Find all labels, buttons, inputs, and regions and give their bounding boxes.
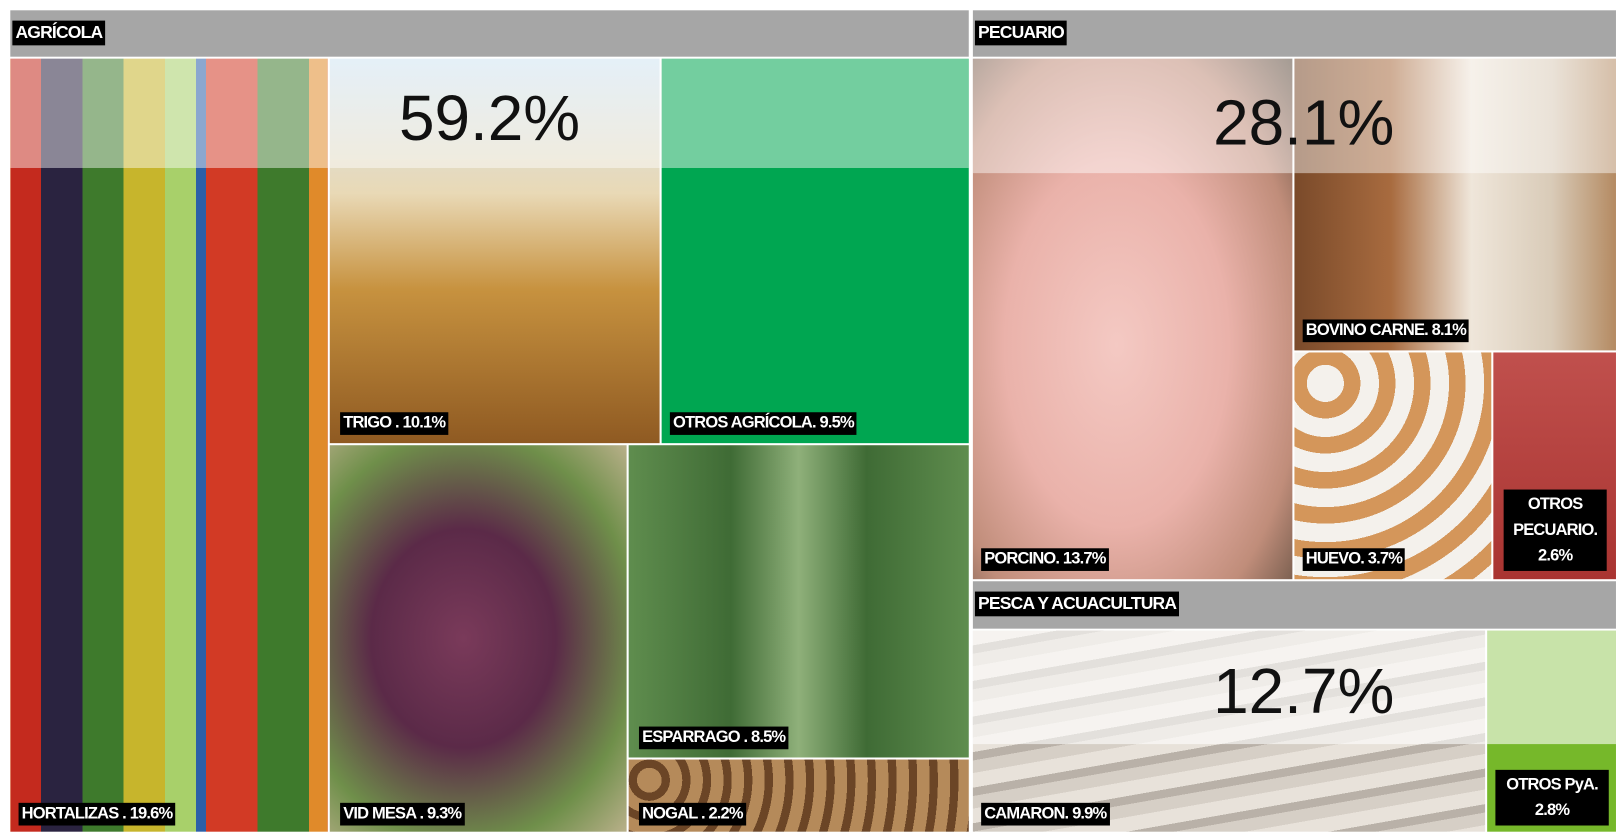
tile-label: OTROS AGRÍCOLA. 9.5% xyxy=(669,412,857,435)
section-total: 12.7% xyxy=(1213,656,1395,728)
tile-label: HUEVO. 3.7% xyxy=(1302,548,1406,571)
tile-image: PORCINO. 13.7% xyxy=(972,58,1293,580)
tile-label: ESPARRAGO . 8.5% xyxy=(638,726,789,750)
section-header: PECUARIO xyxy=(972,10,1616,57)
tile-image: BOVINO CARNE. 8.1% xyxy=(1294,58,1616,351)
tile-image: NOGAL . 2.2% xyxy=(628,759,969,832)
tile-image: ESPARRAGO . 8.5% xyxy=(628,445,969,758)
tile-image: HORTALIZAS . 19.6% xyxy=(10,58,328,832)
tile-label: OTROS PECUARIO. 2.6% xyxy=(1503,489,1607,571)
tile-label: CAMARON. 9.9% xyxy=(981,802,1110,826)
tile-label: HORTALIZAS . 19.6% xyxy=(18,802,176,826)
section-total: 28.1% xyxy=(1213,87,1395,159)
section-title: PESCA Y ACUACULTURA xyxy=(974,591,1180,617)
tile-image: VID MESA . 9.3% xyxy=(329,445,627,832)
section-title: PECUARIO xyxy=(974,20,1068,46)
tile-label: VID MESA . 9.3% xyxy=(340,802,465,826)
tile-label: NOGAL . 2.2% xyxy=(638,802,746,826)
tile: OTROS PECUARIO. 2.6% xyxy=(1493,352,1616,580)
tile-image: TRIGO . 10.1% xyxy=(329,58,660,444)
tile-label: TRIGO . 10.1% xyxy=(340,412,449,435)
overlay xyxy=(972,630,1616,745)
tile: OTROS AGRÍCOLA. 9.5% xyxy=(661,58,969,444)
section-total: 59.2% xyxy=(398,83,581,155)
tile-label: PORCINO. 13.7% xyxy=(981,548,1109,571)
overlay xyxy=(10,58,969,168)
tile-label: BOVINO CARNE. 8.1% xyxy=(1302,319,1470,343)
overlay xyxy=(972,58,1616,174)
section-title: AGRÍCOLA xyxy=(12,20,106,46)
tile-image: HUEVO. 3.7% xyxy=(1294,352,1492,580)
tile-label: OTROS PyA. 2.8% xyxy=(1495,769,1609,826)
section-header: PESCA Y ACUACULTURA xyxy=(972,581,1616,629)
section-header: AGRÍCOLA xyxy=(10,10,969,57)
